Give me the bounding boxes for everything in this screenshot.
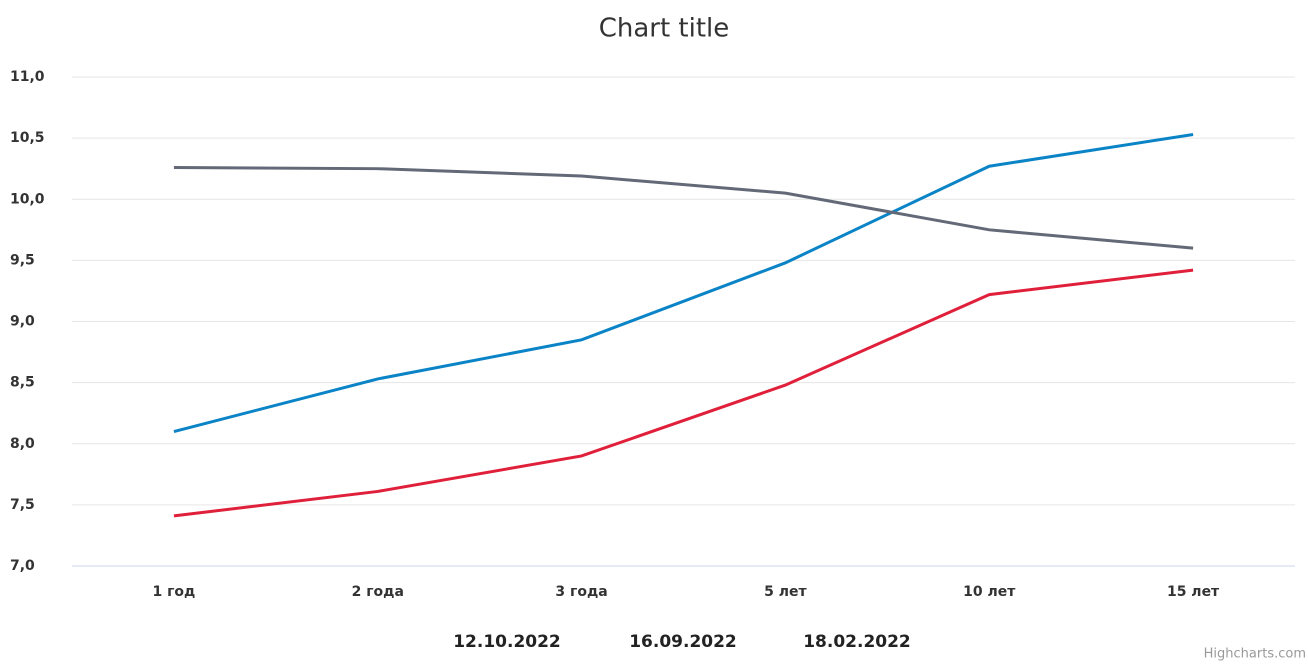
x-tick-label: 3 года	[555, 584, 607, 600]
series-line	[173, 268, 1194, 518]
y-tick-label: 11,0	[10, 69, 45, 85]
x-tick-label: 10 лет	[963, 584, 1016, 600]
credits[interactable]: Highcharts.com	[1204, 647, 1306, 662]
y-tick-label: 9,5	[10, 252, 35, 268]
x-tick-label: 15 лет	[1167, 584, 1220, 600]
y-tick-label: 7,0	[10, 558, 35, 574]
y-tick-label: 10,0	[10, 191, 45, 207]
y-tick-label: 9,0	[10, 314, 35, 330]
y-tick-label: 10,5	[10, 130, 45, 146]
legend-item[interactable]: 18.02.2022	[803, 632, 911, 652]
legend-item[interactable]: 12.10.2022	[453, 632, 561, 652]
x-tick-label: 5 лет	[764, 584, 807, 600]
series-line	[173, 132, 1194, 433]
series-line	[173, 165, 1194, 250]
y-tick-label: 8,0	[10, 436, 35, 452]
y-tick-label: 8,5	[10, 375, 35, 391]
y-tick-label: 7,5	[10, 497, 35, 513]
x-tick-label: 1 год	[152, 584, 195, 600]
chart-title: Chart title	[599, 14, 730, 44]
legend-item[interactable]: 16.09.2022	[629, 632, 737, 652]
x-tick-label: 2 года	[352, 584, 404, 600]
